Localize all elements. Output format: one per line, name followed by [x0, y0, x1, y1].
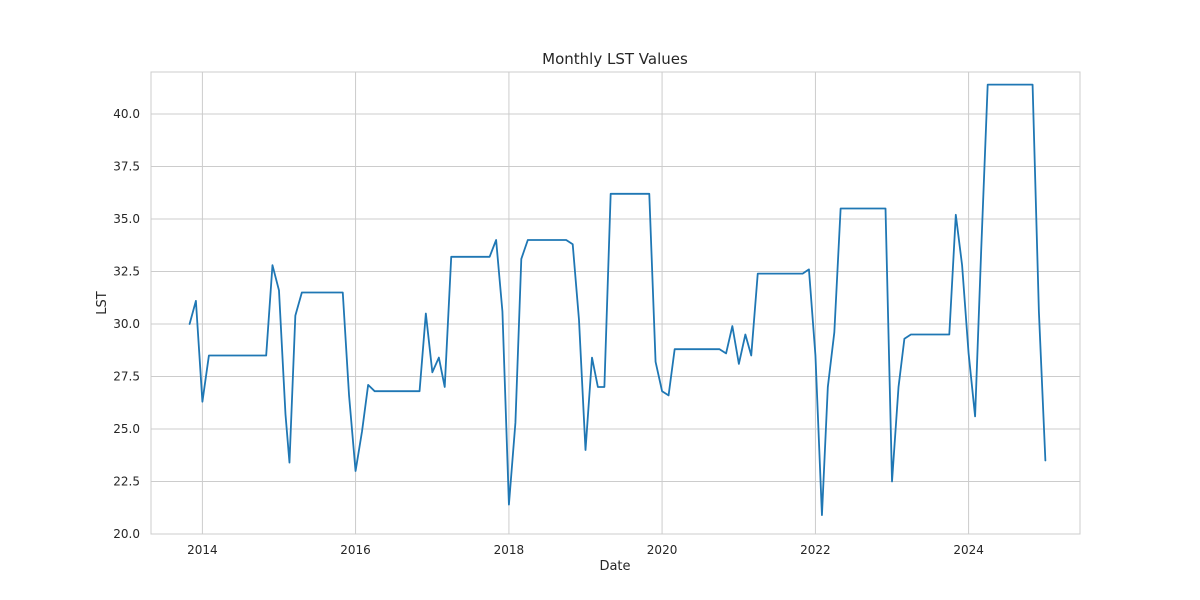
plot-background — [151, 72, 1080, 534]
x-tick-labels: 2014 2016 2018 2020 2022 2024 — [187, 543, 984, 557]
plot-frame — [150, 71, 1081, 535]
series-line-0 — [188, 83, 1047, 516]
x-gridlines — [201, 72, 970, 534]
y-gridlines — [151, 113, 1080, 535]
y-tick-label: 25.0 — [113, 422, 140, 436]
y-tick-label: 30.0 — [113, 317, 140, 331]
x-tick-label: 2022 — [800, 543, 831, 557]
y-tick-labels: 20.0 22.5 25.0 27.5 30.0 32.5 35.0 37.5 40.0 — [113, 107, 140, 541]
y-tick-label: 22.5 — [113, 475, 140, 489]
x-tick-label: 2024 — [953, 543, 984, 557]
x-tick-label: 2020 — [647, 543, 678, 557]
y-axis-label: LST — [95, 291, 110, 314]
y-tick-label: 20.0 — [113, 527, 140, 541]
x-tick-label: 2016 — [340, 543, 371, 557]
y-tick-label: 40.0 — [113, 107, 140, 121]
y-tick-label: 35.0 — [113, 212, 140, 226]
y-tick-label: 37.5 — [113, 160, 140, 174]
y-tick-label: 27.5 — [113, 370, 140, 384]
chart-title: Monthly LST Values — [542, 50, 688, 68]
series-layer — [188, 83, 1047, 516]
x-tick-label: 2018 — [494, 543, 525, 557]
y-tick-label: 32.5 — [113, 265, 140, 279]
x-axis-label: Date — [599, 559, 630, 574]
x-tick-label: 2014 — [187, 543, 218, 557]
